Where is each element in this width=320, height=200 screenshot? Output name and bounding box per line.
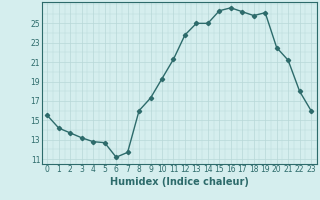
X-axis label: Humidex (Indice chaleur): Humidex (Indice chaleur) — [110, 177, 249, 187]
